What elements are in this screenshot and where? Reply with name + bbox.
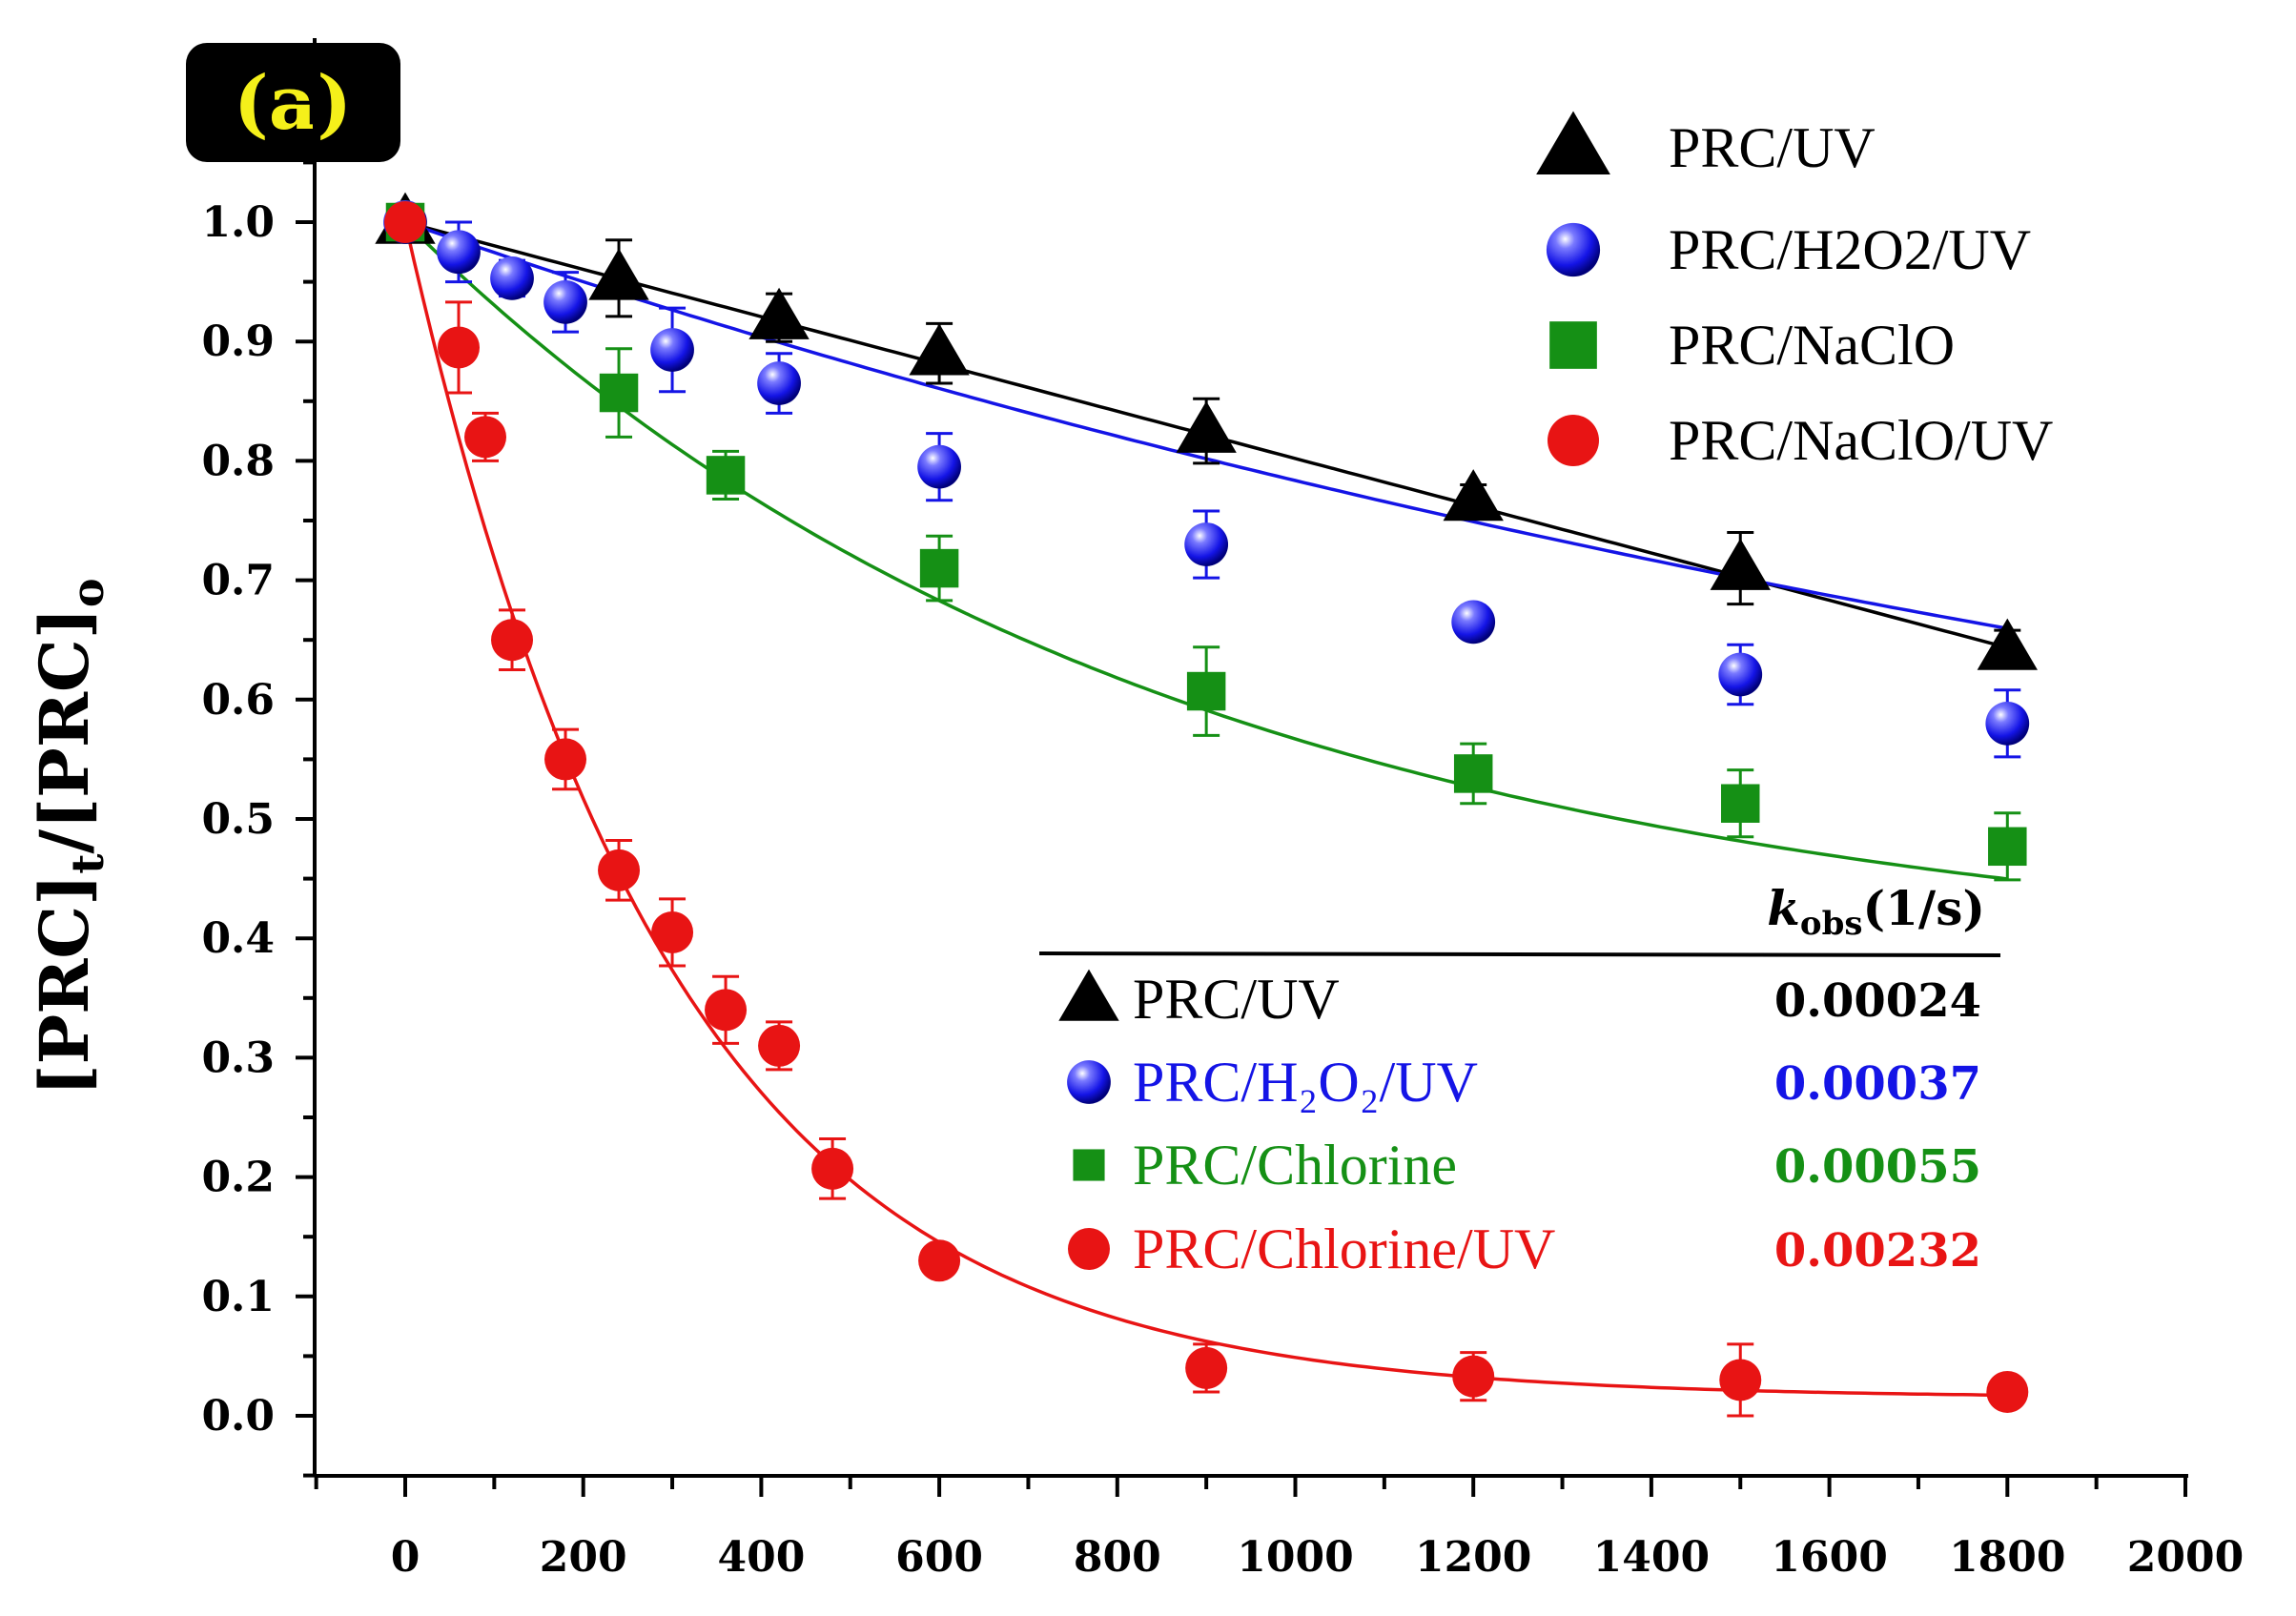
x-tick-label: 800 bbox=[1074, 1533, 1161, 1582]
x-tick-label: 0 bbox=[391, 1533, 420, 1582]
data-point bbox=[1721, 784, 1760, 823]
kobs-marker bbox=[1058, 969, 1119, 1021]
data-point bbox=[919, 548, 959, 588]
y-tick-label: 0.7 bbox=[201, 557, 275, 605]
data-point bbox=[599, 373, 639, 413]
kobs-name: PRC/H₂O₂/UV bbox=[1133, 1051, 1478, 1114]
data-point bbox=[705, 989, 748, 1032]
legend-marker bbox=[1549, 321, 1597, 369]
x-tick-label: 200 bbox=[540, 1533, 627, 1582]
y-tick-label: 0.6 bbox=[201, 676, 275, 725]
data-point bbox=[464, 416, 507, 459]
data-point bbox=[598, 849, 641, 891]
x-tick-label: 1000 bbox=[1237, 1533, 1353, 1582]
kobs-header: kobs(1/s) bbox=[1767, 880, 1985, 943]
y-tick-label: 0.5 bbox=[201, 795, 275, 844]
kobs-value: 0.00055 bbox=[1774, 1140, 1981, 1194]
data-point bbox=[917, 444, 961, 489]
data-point bbox=[1176, 400, 1237, 453]
data-point bbox=[384, 201, 426, 243]
y-tick-label: 0.8 bbox=[201, 437, 275, 485]
data-point bbox=[651, 910, 694, 953]
x-tick-label: 600 bbox=[895, 1533, 983, 1582]
data-point bbox=[706, 456, 746, 495]
data-point bbox=[1453, 754, 1493, 793]
data-point bbox=[811, 1147, 854, 1190]
legend-label: PRC/H2O2/UV bbox=[1669, 218, 2031, 281]
data-point bbox=[1186, 671, 1226, 711]
kobs-table: kobs(1/s) PRC/UV 0.00024 PRC/H₂O₂/UV 0.0003… bbox=[1038, 880, 2001, 1280]
y-tick-label: 0.0 bbox=[201, 1392, 275, 1441]
data-points bbox=[375, 192, 2038, 1413]
data-point bbox=[544, 738, 587, 781]
y-axis-label: [PRC]t/[PRC]o bbox=[25, 578, 113, 1095]
data-point bbox=[1986, 1370, 2029, 1413]
data-point bbox=[909, 323, 970, 376]
data-point bbox=[918, 1239, 961, 1282]
panel-label-text: (a) bbox=[234, 60, 352, 147]
data-point bbox=[437, 230, 481, 275]
kobs-name: PRC/UV bbox=[1133, 968, 1340, 1031]
y-tick-label: 0.3 bbox=[201, 1033, 275, 1082]
x-tick-label: 1600 bbox=[1771, 1533, 1887, 1582]
data-point bbox=[491, 619, 534, 662]
kobs-value: 0.00037 bbox=[1774, 1057, 1981, 1111]
legend-marker bbox=[1546, 222, 1601, 277]
data-point bbox=[490, 256, 534, 300]
panel-label: (a) bbox=[186, 43, 400, 162]
data-point bbox=[757, 361, 801, 405]
x-tick-label: 400 bbox=[717, 1533, 805, 1582]
data-point bbox=[1443, 469, 1504, 522]
x-tick-label: 1200 bbox=[1415, 1533, 1531, 1582]
legend-label: PRC/NaClO bbox=[1669, 314, 1955, 377]
data-point bbox=[650, 328, 694, 372]
data-point bbox=[1451, 600, 1496, 644]
data-point bbox=[588, 248, 649, 300]
y-tick-label: 1.0 bbox=[201, 198, 275, 247]
data-point bbox=[758, 1024, 801, 1067]
kobs-value: 0.00232 bbox=[1774, 1224, 1981, 1278]
legend-label: PRC/NaClO/UV bbox=[1669, 409, 2053, 472]
legend-marker bbox=[1536, 111, 1610, 174]
kobs-marker bbox=[1073, 1149, 1105, 1181]
x-tick-label: 2000 bbox=[2127, 1533, 2244, 1582]
data-point bbox=[1718, 652, 1763, 697]
x-tick-label: 1400 bbox=[1593, 1533, 1710, 1582]
y-tick-label: 0.4 bbox=[201, 914, 275, 963]
data-point bbox=[1185, 1346, 1228, 1389]
legend-label: PRC/UV bbox=[1669, 116, 1876, 179]
kobs-marker bbox=[1068, 1228, 1110, 1270]
data-point bbox=[1985, 701, 2030, 746]
ticks: 0 200 400 600 800 1000 1200 1400 1600 1800 2000 0.0… bbox=[201, 100, 2244, 1582]
y-tick-label: 0.2 bbox=[201, 1154, 275, 1202]
data-point bbox=[438, 326, 481, 369]
data-point bbox=[1719, 1359, 1762, 1401]
data-point bbox=[1710, 538, 1771, 590]
x-tick-label: 1800 bbox=[1949, 1533, 2065, 1582]
legend: PRC/UV PRC/H2O2/UV PRC/NaClO PRC/NaClO/UV bbox=[1536, 111, 2053, 472]
data-point bbox=[1452, 1355, 1495, 1398]
data-point bbox=[1184, 522, 1229, 566]
data-point bbox=[1977, 618, 2038, 670]
kobs-name: PRC/Chlorine bbox=[1133, 1134, 1457, 1197]
data-point bbox=[543, 280, 587, 324]
y-tick-label: 0.9 bbox=[201, 317, 275, 366]
panel-label-box bbox=[186, 43, 400, 162]
kobs-header-rule bbox=[1038, 951, 2001, 957]
data-point bbox=[1988, 827, 2027, 867]
kobs-marker bbox=[1067, 1060, 1111, 1104]
legend-marker bbox=[1548, 415, 1599, 466]
data-point bbox=[748, 287, 810, 339]
kobs-value: 0.00024 bbox=[1774, 974, 1981, 1028]
y-tick-label: 0.1 bbox=[201, 1273, 275, 1321]
kobs-name: PRC/Chlorine/UV bbox=[1133, 1217, 1555, 1280]
